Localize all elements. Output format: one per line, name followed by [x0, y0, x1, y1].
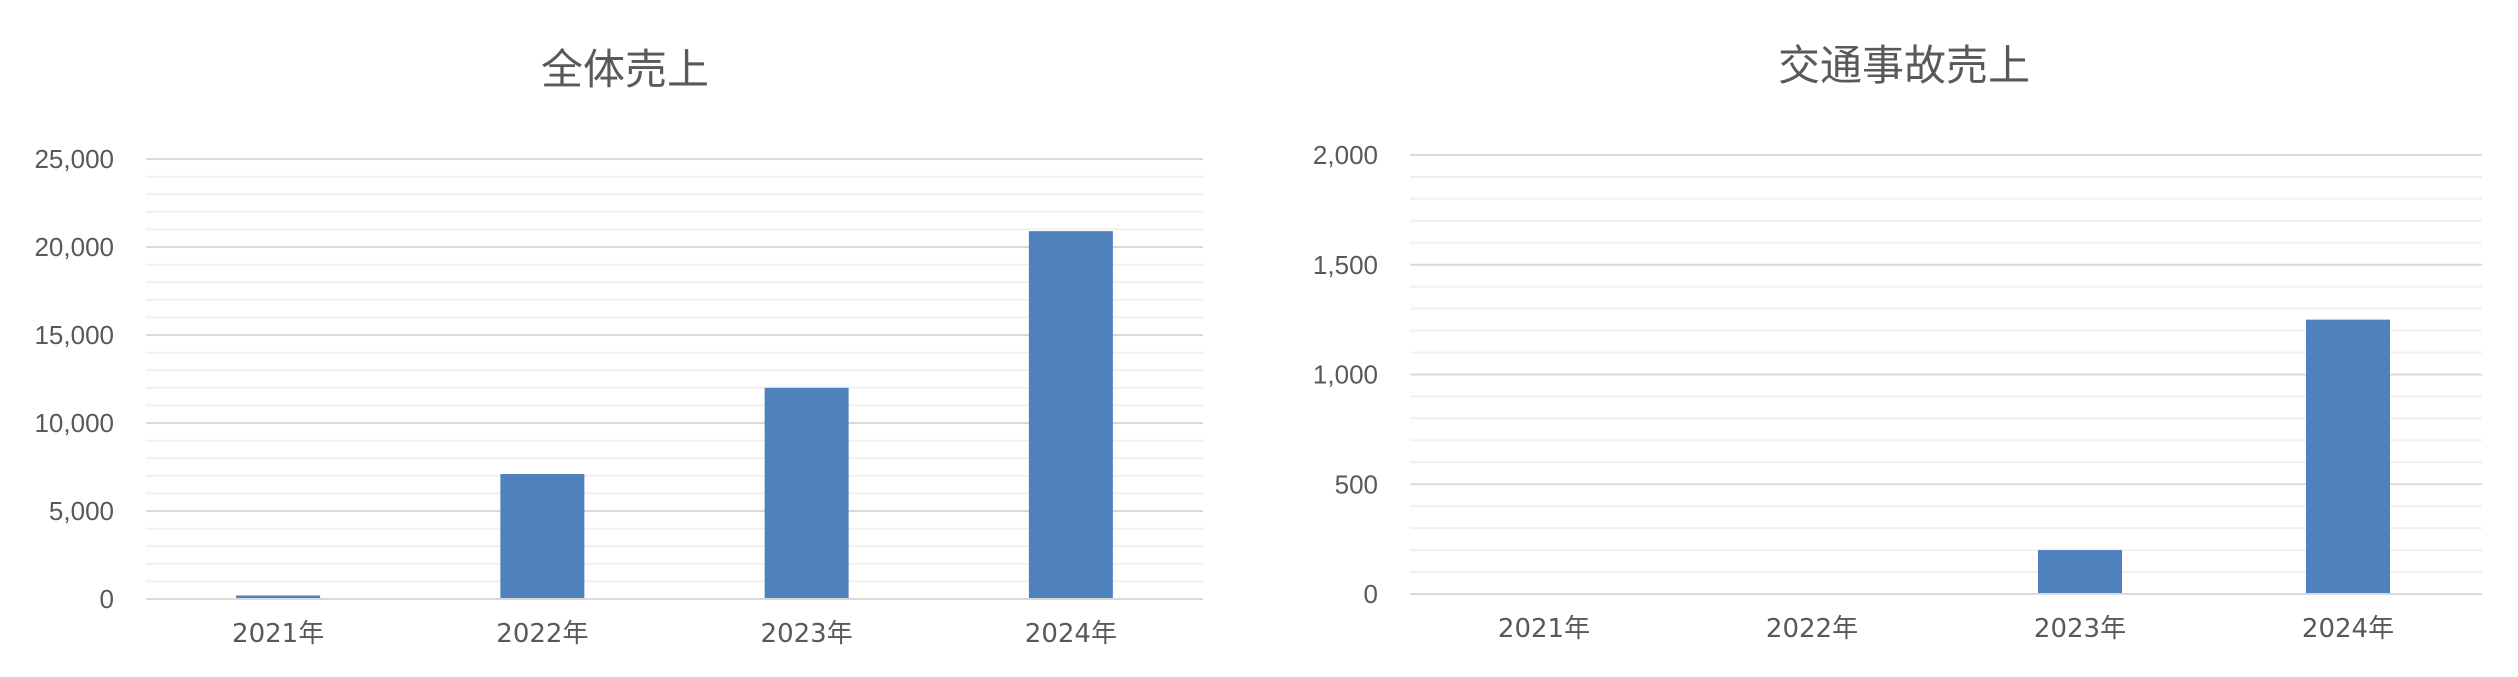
chart-traffic-accident-sales-svg: 交通事故売上 0 500 1,000 1,500 2,000 2021年 2022年 2023…: [1313, 41, 2482, 644]
x-tick-label: 2023年: [761, 619, 853, 649]
x-tick-label: 2024年: [1025, 619, 1117, 649]
y-tick-label: 1,500: [1313, 250, 1378, 280]
x-tick-label: 2022年: [496, 619, 588, 649]
chart-title: 全体売上: [541, 45, 709, 94]
bar: [764, 387, 849, 599]
chart-total-sales: 全体売上 0 5,000 10,000 15,000 20,000 25,000 2021年…: [34, 45, 1203, 649]
x-tick-label: 2022年: [1766, 614, 1858, 644]
x-tick-label: 2021年: [1498, 614, 1590, 644]
chart-total-sales-svg: 全体売上 0 5,000 10,000 15,000 20,000 25,000 2021年…: [34, 45, 1203, 649]
x-tick-label: 2023年: [2034, 614, 2126, 644]
x-tick-label: 2021年: [232, 619, 324, 649]
y-tick-label: 15,000: [34, 320, 114, 350]
y-tick-label: 10,000: [34, 408, 114, 438]
chart-traffic-accident-sales: 交通事故売上 0 500 1,000 1,500 2,000 2021年 2022年 2023…: [1259, 0, 2518, 677]
y-tick-label: 500: [1335, 469, 1378, 499]
chart-title: 交通事故売上: [1778, 41, 2030, 90]
bar: [2038, 550, 2122, 594]
x-tick-label: 2024年: [2302, 614, 2394, 644]
y-tick-label: 20,000: [34, 232, 114, 262]
y-tick-label: 0: [1364, 579, 1378, 609]
y-tick-label: 25,000: [34, 144, 114, 174]
bar: [2306, 319, 2390, 594]
y-tick-label: 2,000: [1313, 140, 1378, 170]
y-tick-label: 0: [100, 584, 114, 614]
bar: [500, 474, 585, 599]
bar: [236, 595, 321, 599]
y-tick-label: 5,000: [49, 496, 114, 526]
y-tick-label: 1,000: [1313, 360, 1378, 390]
bar: [1028, 231, 1113, 599]
